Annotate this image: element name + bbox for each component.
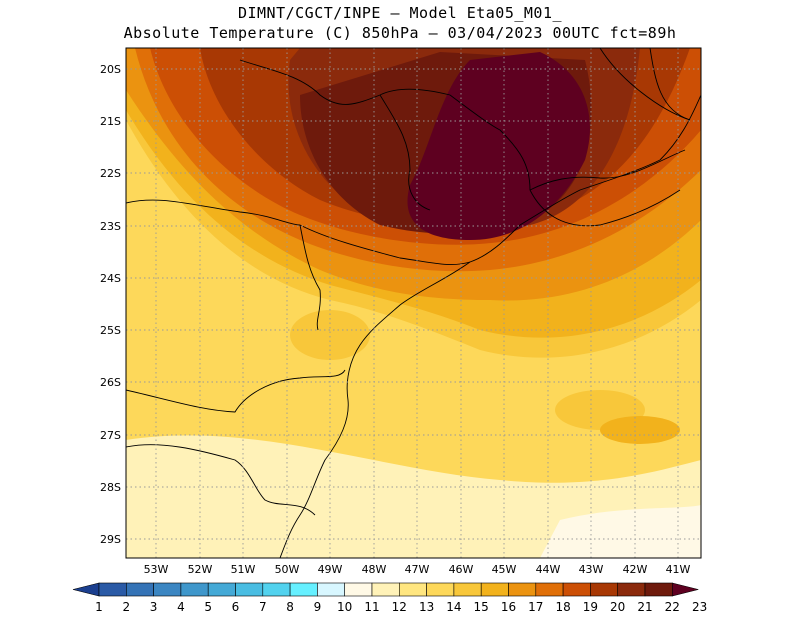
colorbar-swatch <box>426 582 455 597</box>
lat-label: 26S <box>100 376 121 389</box>
map-frame <box>125 47 702 559</box>
colorbar: 1 2 3 4 5 6 7 8 9 10 11 12 13 14 15 16 17 18 19 20 21 22 23 <box>72 582 707 614</box>
colorbar-label: 5 <box>204 600 212 614</box>
lat-label: 21S <box>100 115 121 128</box>
graticule <box>126 48 701 558</box>
colorbar-label: 6 <box>232 600 240 614</box>
lon-label: 50W <box>275 563 300 576</box>
colorbar-label: 20 <box>610 600 625 614</box>
colorbar-swatch <box>235 582 264 597</box>
colorbar-label: 7 <box>259 600 267 614</box>
colorbar-label: 19 <box>583 600 598 614</box>
colorbar-label: 2 <box>122 600 130 614</box>
colorbar-label: 18 <box>555 600 570 614</box>
colorbar-label: 13 <box>419 600 434 614</box>
lon-label: 47W <box>405 563 430 576</box>
colorbar-swatch <box>180 582 209 597</box>
lat-label: 24S <box>100 272 121 285</box>
chart-title: DIMNT/CGCT/INPE — Model Eta05_M01_ <box>237 4 563 22</box>
coastline-borders <box>126 48 701 558</box>
lat-label: 25S <box>100 324 121 337</box>
colorbar-swatch <box>644 582 673 597</box>
colorbar-label: 14 <box>446 600 461 614</box>
colorbar-label: 3 <box>150 600 158 614</box>
lon-label: 49W <box>318 563 343 576</box>
colorbar-swatch <box>153 582 182 597</box>
lon-label: 41W <box>666 563 691 576</box>
colorbar-swatch <box>671 582 699 597</box>
colorbar-swatch <box>453 582 482 597</box>
colorbar-label: 8 <box>286 600 294 614</box>
colorbar-label: 17 <box>528 600 543 614</box>
temperature-field <box>126 48 701 558</box>
colorbar-label: 11 <box>364 600 379 614</box>
lat-label: 23S <box>100 220 121 233</box>
colorbar-label: 22 <box>665 600 680 614</box>
lon-label: 45W <box>492 563 517 576</box>
colorbar-label: 9 <box>314 600 322 614</box>
colorbar-label: 1 <box>95 600 103 614</box>
colorbar-swatch <box>617 582 646 597</box>
colorbar-label: 21 <box>637 600 652 614</box>
colorbar-swatch <box>207 582 236 597</box>
lon-label: 43W <box>579 563 604 576</box>
lon-label: 44W <box>536 563 561 576</box>
chart-subtitle: Absolute Temperature (C) 850hPa — 03/04/… <box>123 24 677 42</box>
lon-label: 42W <box>623 563 648 576</box>
lon-label: 51W <box>231 563 256 576</box>
colorbar-swatch <box>508 582 537 597</box>
colorbar-label: 16 <box>501 600 516 614</box>
lon-label: 48W <box>362 563 387 576</box>
colorbar-label: 15 <box>474 600 489 614</box>
colorbar-swatch <box>98 582 127 597</box>
lon-label: 46W <box>449 563 474 576</box>
colorbar-swatch <box>317 582 345 597</box>
colorbar-label: 4 <box>177 600 185 614</box>
lat-label: 22S <box>100 167 121 180</box>
colorbar-label: 23 <box>692 600 707 614</box>
latitude-labels: 20S 21S 22S 23S 24S 25S 26S 27S 28S 29S <box>100 63 121 546</box>
lon-label: 53W <box>144 563 169 576</box>
colorbar-swatch <box>371 582 400 597</box>
lon-label: 52W <box>188 563 213 576</box>
colorbar-swatch <box>262 582 291 597</box>
colorbar-swatch <box>535 582 564 597</box>
colorbar-swatch <box>344 582 373 597</box>
lat-label: 20S <box>100 63 121 76</box>
colorbar-swatch <box>562 582 591 597</box>
lat-label: 29S <box>100 533 121 546</box>
colorbar-swatch <box>126 582 154 597</box>
colorbar-swatch <box>480 582 509 597</box>
longitude-labels: 53W 52W 51W 50W 49W 48W 47W 46W 45W 44W … <box>144 563 691 576</box>
lat-label: 28S <box>100 481 121 494</box>
lat-label: 27S <box>100 429 121 442</box>
colorbar-label: 10 <box>337 600 352 614</box>
colorbar-swatch <box>289 582 318 597</box>
colorbar-label: 12 <box>392 600 407 614</box>
colorbar-swatch <box>72 582 100 597</box>
colorbar-swatch <box>398 582 427 597</box>
colorbar-swatch <box>590 582 619 597</box>
